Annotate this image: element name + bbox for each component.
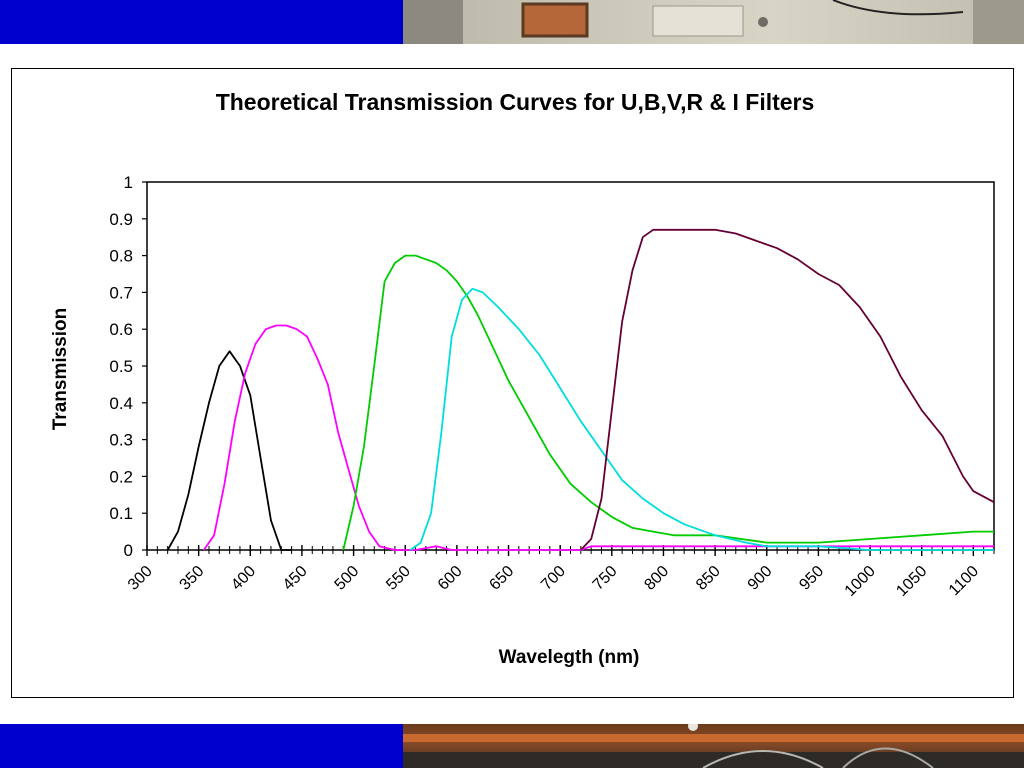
y-tick-label: 0.8 (109, 247, 133, 266)
series-line-4 (409, 287, 994, 551)
x-axis-label: Wavelegth (nm) (499, 647, 640, 668)
x-tick-label: 850 (693, 563, 724, 594)
transmission-chart: Theoretical Transmission Curves for U,B,… (50, 89, 995, 668)
y-tick-label: 0.1 (109, 504, 133, 523)
plot-border (146, 181, 995, 551)
y-tick-label: 0.4 (109, 394, 133, 413)
bottom-banner-blue (0, 724, 403, 768)
y-axis-label: Transmission (50, 308, 71, 431)
x-tick-label: 950 (796, 563, 827, 594)
chart-title: Theoretical Transmission Curves for U,B,… (216, 89, 815, 115)
y-tick-label: 1 (124, 173, 133, 192)
y-tick-label: 0.3 (109, 431, 133, 450)
x-tick-label: 600 (435, 563, 466, 594)
y-tick-label: 0.2 (109, 467, 133, 486)
top-banner-photo (403, 0, 1024, 44)
x-tick-label: 450 (280, 563, 311, 594)
y-tick-label: 0.5 (109, 357, 133, 376)
x-tick-label: 350 (177, 563, 208, 594)
x-tick-label: 800 (641, 563, 672, 594)
plot-area: 0 0.1 0.2 0.3 0.4 0.5 0.6 0.7 0.8 0.9 1 300 350 400 45… (109, 173, 995, 600)
x-tick-label: 300 (125, 563, 156, 594)
x-tick-label: 1100 (946, 563, 982, 599)
x-tick-label: 900 (745, 563, 776, 594)
series-line-2 (203, 324, 994, 551)
x-tick-label: 550 (383, 563, 414, 594)
top-banner (0, 0, 1024, 44)
top-photo-graphic (403, 0, 1024, 44)
x-tick-label: 1000 (842, 563, 879, 600)
x-tick-label: 650 (486, 563, 517, 594)
series-line-5 (580, 228, 995, 551)
x-tick-label: 1050 (893, 563, 930, 600)
y-tick-label: 0.9 (109, 210, 133, 229)
bottom-banner (0, 724, 1024, 768)
x-tick-label: 500 (332, 563, 363, 594)
series-line-3 (342, 254, 994, 551)
series-line-1 (166, 350, 292, 551)
bottom-banner-photo (403, 724, 1024, 768)
y-tick-label: 0.7 (109, 283, 133, 302)
x-tick-label: 750 (590, 563, 621, 594)
y-tick-label: 0 (124, 541, 133, 560)
bottom-photo-graphic (403, 724, 1024, 768)
chart-frame: Theoretical Transmission Curves for U,B,… (11, 68, 1014, 698)
y-tick-label: 0.6 (109, 320, 133, 339)
x-tick-label: 400 (228, 563, 259, 594)
x-tick-label: 700 (538, 563, 569, 594)
top-banner-blue (0, 0, 403, 44)
